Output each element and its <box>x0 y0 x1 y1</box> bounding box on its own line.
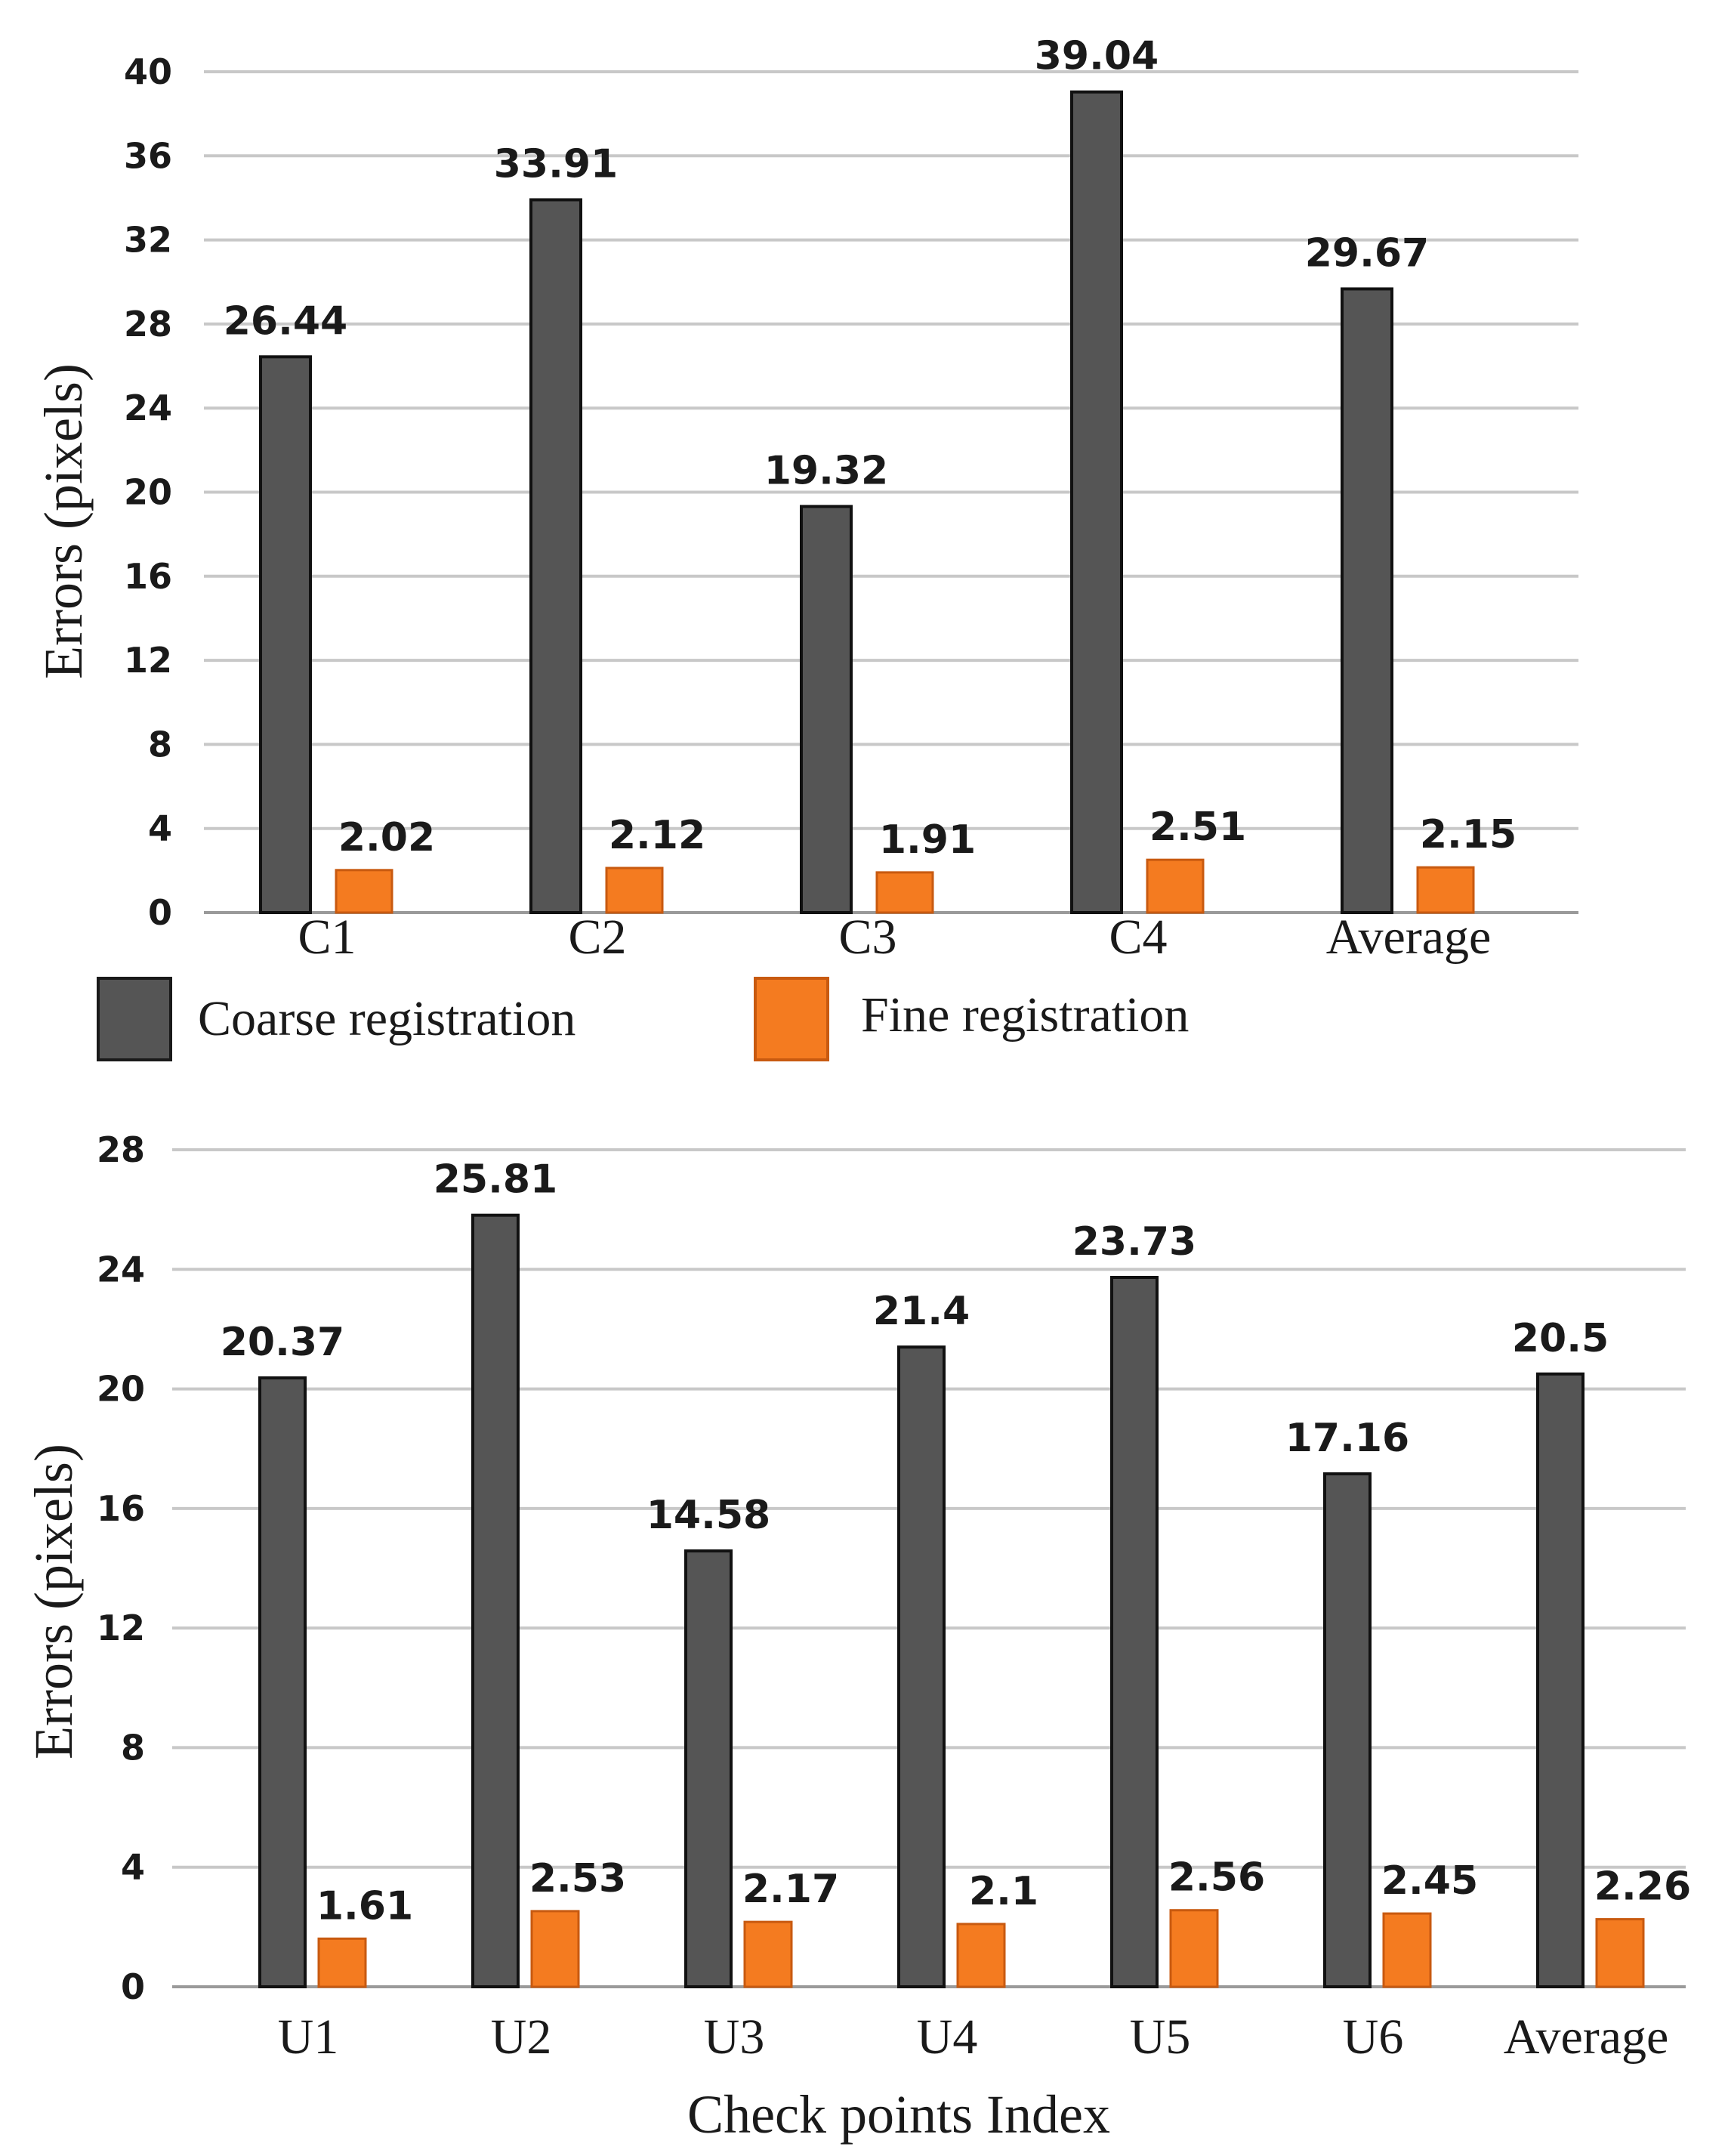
data-label-fine: 2.51 <box>1149 805 1246 850</box>
bar-coarse-c3 <box>800 505 853 914</box>
bar-fine-u4 <box>956 1923 1006 1988</box>
bar-fine-average <box>1595 1918 1645 1988</box>
y-tick-label: 4 <box>148 808 172 849</box>
y-tick-label: 36 <box>124 135 172 176</box>
bar-coarse-average <box>1536 1372 1585 1989</box>
x-category-label: U6 <box>1343 2009 1404 2065</box>
x-category-label: U4 <box>917 2009 978 2065</box>
data-label-coarse: 14.58 <box>646 1493 770 1538</box>
data-label-fine: 2.15 <box>1420 812 1517 857</box>
data-label-coarse: 19.32 <box>764 448 888 493</box>
bar-fine-c2 <box>605 866 664 914</box>
y-tick-label: 28 <box>124 304 172 344</box>
y-tick-label: 0 <box>121 1966 145 2007</box>
y-tick-label: 40 <box>124 51 172 92</box>
data-label-coarse: 17.16 <box>1285 1416 1409 1461</box>
bar-coarse-c1 <box>259 355 312 914</box>
bar-fine-average <box>1416 866 1475 914</box>
x-category-label: U2 <box>491 2009 552 2065</box>
data-label-fine: 2.02 <box>338 815 435 860</box>
x-axis-title: Check points Index <box>687 2084 1110 2145</box>
bar-coarse-c2 <box>529 198 582 915</box>
x-category-label: C2 <box>568 910 626 965</box>
x-category-label: U3 <box>704 2009 765 2065</box>
bar-fine-c1 <box>335 869 393 914</box>
legend-swatch-fine <box>754 977 829 1061</box>
top-chart: 0 4 8 12 16 20 24 28 32 36 40 Errors (pixels) 26.44 2… <box>33 34 1578 965</box>
bottom-chart: 0 4 8 12 16 20 24 28 Errors (pixels) 20.37 1.61 U1 2… <box>23 1129 1691 2145</box>
bar-coarse-u5 <box>1110 1275 1159 1988</box>
y-axis-title: Errors (pixels) <box>23 1444 84 1759</box>
y-tick-label: 16 <box>97 1488 145 1529</box>
data-label-fine: 2.56 <box>1168 1855 1265 1901</box>
data-label-coarse: 33.91 <box>494 141 618 187</box>
y-tick-label: 0 <box>148 892 172 933</box>
bar-fine-u3 <box>743 1920 793 1988</box>
y-tick-label: 8 <box>121 1727 145 1768</box>
data-label-coarse: 21.4 <box>873 1289 970 1334</box>
legend-label-fine: Fine registration <box>861 987 1189 1042</box>
bar-coarse-c4 <box>1070 90 1123 914</box>
y-tick-label: 28 <box>97 1129 145 1170</box>
y-tick-label: 24 <box>124 388 172 428</box>
x-category-label: C4 <box>1109 910 1167 965</box>
data-label-fine: 1.91 <box>879 817 976 863</box>
x-category-label: U1 <box>278 2009 339 2065</box>
y-tick-label: 8 <box>148 724 172 764</box>
data-label-fine: 2.26 <box>1594 1864 1691 1910</box>
bar-coarse-u1 <box>258 1376 307 1989</box>
bar-fine-u1 <box>317 1937 367 1988</box>
y-tick-label: 20 <box>124 472 172 513</box>
data-label-coarse: 29.67 <box>1305 230 1429 276</box>
data-label-fine: 2.17 <box>742 1867 839 1912</box>
data-label-coarse: 25.81 <box>434 1157 557 1203</box>
bar-fine-c4 <box>1146 858 1205 914</box>
y-tick-label: 20 <box>97 1369 145 1410</box>
y-tick-label: 12 <box>124 640 172 681</box>
bar-coarse-u4 <box>897 1345 946 1988</box>
x-category-label: C3 <box>838 910 896 965</box>
x-category-label: C1 <box>298 910 356 965</box>
data-label-coarse: 39.04 <box>1035 34 1159 79</box>
bar-coarse-u3 <box>684 1549 733 1988</box>
y-tick-label: 16 <box>124 556 172 597</box>
data-label-fine: 2.53 <box>529 1856 626 1901</box>
x-category-label: Average <box>1326 910 1492 965</box>
bar-fine-u6 <box>1382 1912 1432 1988</box>
bar-coarse-u6 <box>1323 1472 1372 1989</box>
bar-fine-u2 <box>530 1910 580 1988</box>
data-label-coarse: 20.37 <box>221 1320 344 1365</box>
x-category-label: Average <box>1504 2009 1669 2065</box>
y-axis-title: Errors (pixels) <box>33 363 94 679</box>
y-tick-label: 12 <box>97 1608 145 1648</box>
data-label-coarse: 26.44 <box>224 298 347 344</box>
y-tick-label: 4 <box>121 1847 145 1888</box>
data-label-fine: 2.1 <box>969 1869 1038 1914</box>
bar-coarse-average <box>1341 287 1393 914</box>
data-label-fine: 2.45 <box>1381 1858 1478 1904</box>
legend-swatch-coarse <box>97 977 172 1061</box>
data-label-coarse: 23.73 <box>1072 1219 1196 1265</box>
data-label-fine: 1.61 <box>316 1883 413 1929</box>
bar-coarse-u2 <box>471 1213 520 1988</box>
y-tick-label: 32 <box>124 220 172 261</box>
data-label-coarse: 20.5 <box>1512 1316 1609 1361</box>
bar-fine-c3 <box>875 871 934 914</box>
bar-fine-u5 <box>1169 1909 1219 1988</box>
data-label-fine: 2.12 <box>609 813 705 858</box>
legend-label-coarse: Coarse registration <box>198 991 575 1046</box>
legend: Coarse registration Fine registration <box>97 977 1189 1061</box>
y-tick-label: 24 <box>97 1249 145 1290</box>
x-category-label: U5 <box>1130 2009 1191 2065</box>
